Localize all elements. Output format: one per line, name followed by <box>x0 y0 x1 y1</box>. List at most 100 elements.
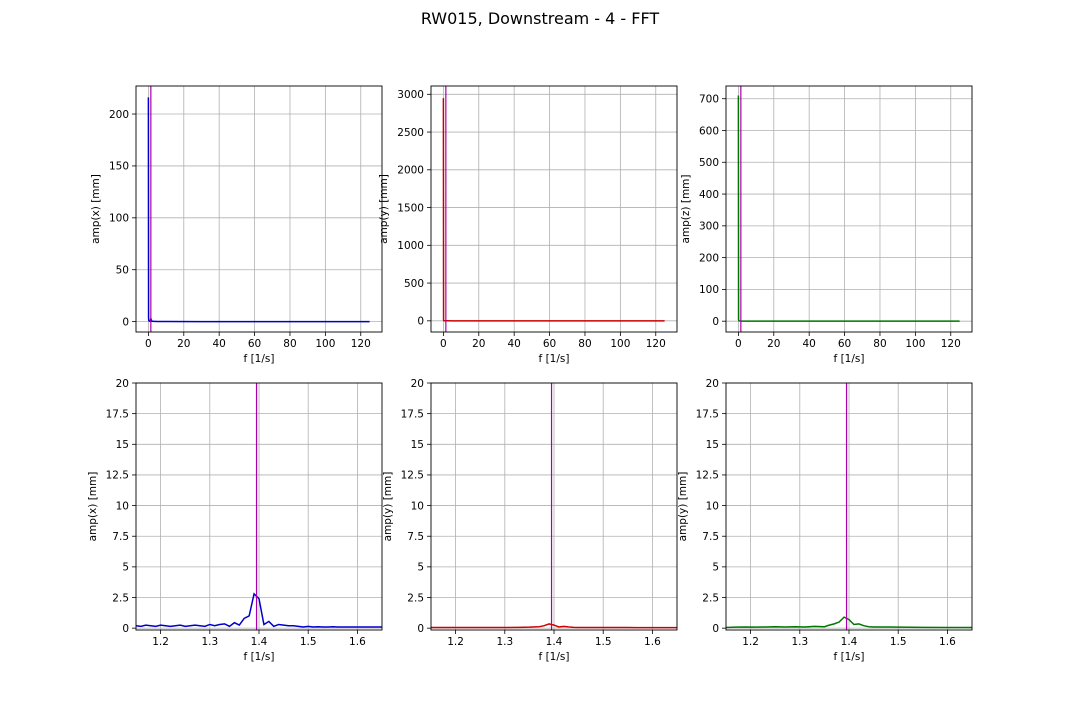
subplot-3: 0 20 40 60 80 100 120 0 100 200 300 400 500 600 700 f [… <box>680 85 973 365</box>
x-tick-label: 1.3 <box>791 636 808 648</box>
y-tick-label: 1500 <box>397 202 424 214</box>
series-line <box>147 97 370 323</box>
y-tick-label: 7.5 <box>702 531 719 543</box>
y-tick-label: 0 <box>417 623 424 635</box>
y-axis-label: amp(x) [mm] <box>90 174 102 244</box>
y-tick-label: 5 <box>417 562 424 574</box>
y-tick-label: 100 <box>699 284 719 296</box>
x-tick-label: 1.5 <box>300 636 317 648</box>
x-tick-label: 20 <box>767 338 780 350</box>
x-tick-label: 80 <box>283 338 296 350</box>
y-tick-label: 2.5 <box>702 592 719 604</box>
subplot-2: 0 20 40 60 80 100 120 0 500 1000 1500 2000 2500 3000 f… <box>378 85 678 365</box>
y-tick-label: 0 <box>712 316 719 328</box>
x-tick-label: 1.4 <box>841 636 858 648</box>
y-tick-label: 2.5 <box>407 592 424 604</box>
x-axis-label: f [1/s] <box>539 353 570 365</box>
figure-title: RW015, Downstream - 4 - FFT <box>420 9 660 28</box>
y-tick-label: 100 <box>109 213 129 225</box>
y-tick-label: 50 <box>116 265 129 277</box>
subplot-4: 1.2 1.3 1.4 1.5 1.6 0 2.5 5 7.5 10 12.5 15 17.5 20 f [… <box>87 378 383 663</box>
x-tick-label: 120 <box>646 338 666 350</box>
y-tick-label: 0 <box>122 623 129 635</box>
y-tick-label: 17.5 <box>401 408 424 420</box>
x-tick-label: 1.5 <box>890 636 907 648</box>
series-line <box>737 95 960 322</box>
y-axis-label: amp(y) [mm] <box>378 174 390 244</box>
y-tick-label: 20 <box>706 378 719 390</box>
x-tick-label: 0 <box>735 338 742 350</box>
y-tick-label: 5 <box>712 562 719 574</box>
x-tick-label: 80 <box>873 338 886 350</box>
x-axis-label: f [1/s] <box>244 353 275 365</box>
x-tick-label: 100 <box>905 338 925 350</box>
y-tick-label: 7.5 <box>112 531 129 543</box>
x-tick-label: 60 <box>543 338 556 350</box>
series-line <box>136 592 382 628</box>
y-tick-label: 2000 <box>397 165 424 177</box>
x-axis-label: f [1/s] <box>244 651 275 663</box>
y-tick-label: 3000 <box>397 89 424 101</box>
series-line <box>442 98 665 322</box>
x-tick-label: 1.3 <box>201 636 218 648</box>
y-tick-label: 1000 <box>397 240 424 252</box>
series-line <box>726 616 972 629</box>
y-tick-label: 500 <box>404 278 424 290</box>
y-axis-label: amp(x) [mm] <box>87 472 99 542</box>
x-tick-label: 100 <box>315 338 335 350</box>
y-tick-label: 5 <box>122 562 129 574</box>
y-tick-label: 7.5 <box>407 531 424 543</box>
y-tick-label: 15 <box>116 439 129 451</box>
y-tick-label: 10 <box>116 500 129 512</box>
x-axis-label: f [1/s] <box>834 353 865 365</box>
subplot-6: 1.2 1.3 1.4 1.5 1.6 0 2.5 5 7.5 10 12.5 15 17.5 20 f [… <box>677 378 973 663</box>
y-tick-label: 400 <box>699 189 719 201</box>
x-tick-label: 1.4 <box>546 636 563 648</box>
y-tick-label: 17.5 <box>106 408 129 420</box>
x-tick-label: 120 <box>351 338 371 350</box>
axes-frame <box>430 85 678 333</box>
y-tick-label: 0 <box>712 623 719 635</box>
x-tick-label: 120 <box>941 338 961 350</box>
x-tick-label: 1.2 <box>742 636 759 648</box>
x-tick-label: 20 <box>472 338 485 350</box>
x-axis-label: f [1/s] <box>539 651 570 663</box>
y-tick-label: 10 <box>411 500 424 512</box>
subplot-1: 0 20 40 60 80 100 120 0 50 100 150 200 f [1/s] amp(x)… <box>90 85 383 365</box>
x-tick-label: 1.2 <box>447 636 464 648</box>
series-line <box>431 623 677 629</box>
x-tick-label: 1.6 <box>349 636 366 648</box>
x-tick-label: 60 <box>838 338 851 350</box>
x-tick-label: 1.5 <box>595 636 612 648</box>
x-tick-label: 0 <box>440 338 447 350</box>
x-tick-label: 1.6 <box>939 636 956 648</box>
y-tick-label: 2500 <box>397 127 424 139</box>
axes-frame <box>725 85 973 333</box>
y-tick-label: 15 <box>706 439 719 451</box>
x-tick-label: 1.6 <box>644 636 661 648</box>
axes-frame <box>135 85 383 333</box>
y-tick-label: 20 <box>116 378 129 390</box>
x-tick-label: 80 <box>578 338 591 350</box>
x-tick-label: 40 <box>212 338 225 350</box>
y-tick-label: 0 <box>417 316 424 328</box>
y-tick-label: 200 <box>109 109 129 121</box>
y-tick-label: 2.5 <box>112 592 129 604</box>
y-tick-label: 500 <box>699 157 719 169</box>
x-tick-label: 100 <box>610 338 630 350</box>
y-tick-label: 150 <box>109 161 129 173</box>
x-tick-label: 40 <box>802 338 815 350</box>
x-tick-label: 0 <box>145 338 152 350</box>
y-tick-label: 10 <box>706 500 719 512</box>
y-tick-label: 700 <box>699 94 719 106</box>
y-tick-label: 200 <box>699 252 719 264</box>
x-tick-label: 20 <box>177 338 190 350</box>
y-tick-label: 17.5 <box>696 408 719 420</box>
y-axis-label: amp(y) [mm] <box>382 472 394 542</box>
y-tick-label: 12.5 <box>106 470 129 482</box>
subplot-5: 1.2 1.3 1.4 1.5 1.6 0 2.5 5 7.5 10 12.5 15 17.5 20 f [… <box>382 378 678 663</box>
y-axis-label: amp(y) [mm] <box>677 472 689 542</box>
y-tick-label: 12.5 <box>696 470 719 482</box>
